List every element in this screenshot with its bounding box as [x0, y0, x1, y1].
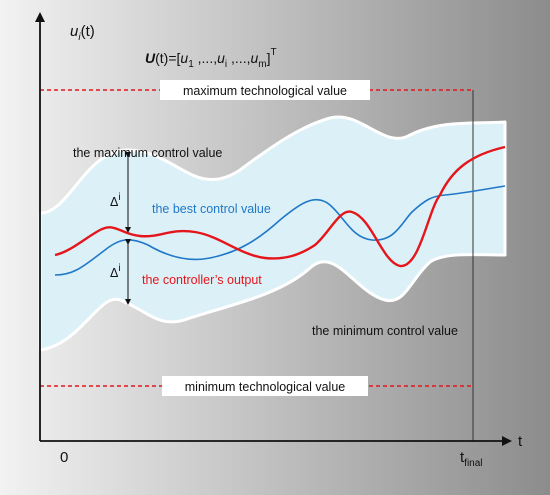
controller-output-label: the controller’s output: [142, 273, 262, 287]
delta-upper-label: Δi: [110, 192, 121, 209]
t-final-label: tfinal: [460, 449, 483, 469]
min-tech-label-bg: [162, 376, 368, 396]
best-control-label: the best control value: [152, 202, 271, 216]
min-control-label: the minimum control value: [312, 324, 458, 338]
max-tech-label-bg: [160, 80, 370, 100]
x-axis-label: t: [518, 433, 523, 450]
delta-lower-label: Δi: [110, 263, 121, 280]
max-tech-label: maximum technological value: [183, 84, 347, 98]
controller-output-curve: [54, 145, 506, 268]
origin-label: 0: [60, 449, 68, 466]
vector-equation: U(t)=[u1 ,...,ui ,...,um]T: [145, 47, 277, 70]
y-axis-label: ui(t): [70, 23, 95, 43]
max-control-label: the maximum control value: [73, 146, 222, 160]
min-tech-label: minimum technological value: [185, 380, 346, 394]
control-band: [38, 115, 507, 352]
